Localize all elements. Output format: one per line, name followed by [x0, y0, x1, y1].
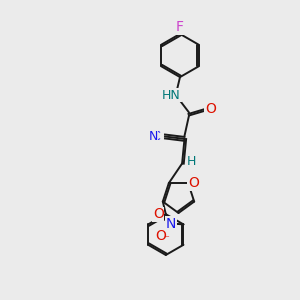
Text: O: O: [153, 207, 164, 221]
Text: O: O: [155, 229, 166, 243]
Text: N: N: [166, 217, 176, 231]
Text: N: N: [148, 130, 158, 143]
Text: C: C: [152, 130, 161, 143]
Text: O: O: [205, 102, 216, 116]
Text: F: F: [176, 20, 184, 34]
Text: ⁻: ⁻: [163, 234, 169, 244]
Text: HN: HN: [162, 88, 181, 102]
Text: O: O: [188, 176, 199, 190]
Text: H: H: [186, 155, 196, 169]
